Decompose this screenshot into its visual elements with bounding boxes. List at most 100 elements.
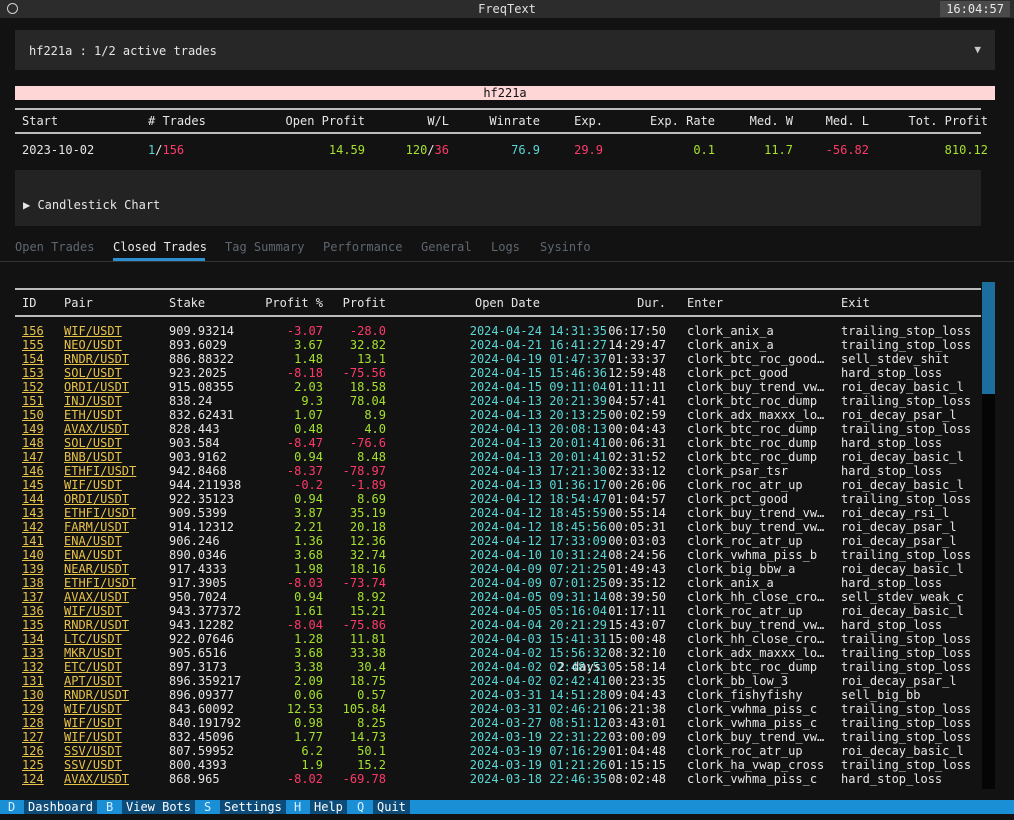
- trade-pair-link[interactable]: ETHFI/USDT: [64, 576, 137, 590]
- window-menu-icon[interactable]: [7, 3, 18, 14]
- trade-id-link[interactable]: 136: [22, 604, 44, 618]
- trade-id-link[interactable]: 147: [22, 450, 44, 464]
- trade-id-link[interactable]: 150: [22, 408, 44, 422]
- trade-id-link[interactable]: 148: [22, 436, 44, 450]
- trade-pair-link[interactable]: ETHFI/USDT: [64, 506, 137, 520]
- bot-select[interactable]: hf221a : 1/2 active trades ▼: [15, 30, 995, 70]
- trade-id-link[interactable]: 130: [22, 688, 44, 702]
- trade-profit-pct: 1.9: [301, 758, 323, 772]
- trade-pair-link[interactable]: INJ/USDT: [64, 394, 122, 408]
- tab-sysinfo[interactable]: Sysinfo: [540, 240, 591, 254]
- trade-pair-link[interactable]: WIF/USDT: [64, 604, 122, 618]
- trade-pair-link[interactable]: SSV/USDT: [64, 758, 122, 772]
- col-header-exit[interactable]: Exit: [841, 296, 870, 310]
- trade-id-link[interactable]: 139: [22, 562, 44, 576]
- trade-pair-link[interactable]: WIF/USDT: [64, 702, 122, 716]
- footer-quit-button[interactable]: Quit: [373, 800, 410, 814]
- trade-pair-link[interactable]: APT/USDT: [64, 674, 122, 688]
- trade-id-link[interactable]: 140: [22, 548, 44, 562]
- trade-id-link[interactable]: 129: [22, 702, 44, 716]
- trade-open-date: 2024-04-04 20:21:29: [469, 618, 607, 632]
- col-header-id[interactable]: ID: [22, 296, 37, 310]
- trade-id-link[interactable]: 145: [22, 478, 44, 492]
- trade-open-date: 2024-03-18 22:46:35: [469, 772, 607, 786]
- trade-pair-link[interactable]: WIF/USDT: [64, 716, 122, 730]
- footer-key-help: H: [294, 800, 302, 814]
- trade-id-link[interactable]: 142: [22, 520, 44, 534]
- col-header-open-date[interactable]: Open Date: [474, 296, 540, 310]
- trade-id-link[interactable]: 144: [22, 492, 44, 506]
- trade-pair-link[interactable]: ORDI/USDT: [64, 492, 130, 506]
- trade-pair-link[interactable]: NEO/USDT: [64, 338, 122, 352]
- trade-pair-link[interactable]: ENA/USDT: [64, 534, 122, 548]
- trade-pair-link[interactable]: NEAR/USDT: [64, 562, 130, 576]
- trade-id-link[interactable]: 133: [22, 646, 44, 660]
- chevron-down-icon[interactable]: ▼: [974, 43, 981, 56]
- tab-tag-summary[interactable]: Tag Summary: [225, 240, 305, 254]
- trade-open-date: 2024-04-12 18:54:47: [469, 492, 607, 506]
- col-header-profit-pct[interactable]: Profit %: [265, 296, 323, 310]
- col-header-duration[interactable]: Dur.: [637, 296, 666, 310]
- trade-pair-link[interactable]: WIF/USDT: [64, 324, 122, 338]
- tab-closed-trades[interactable]: Closed Trades: [113, 240, 207, 254]
- trade-id-link[interactable]: 132: [22, 660, 44, 674]
- col-header-stake[interactable]: Stake: [169, 296, 206, 310]
- footer-dashboard-button[interactable]: Dashboard: [24, 800, 98, 814]
- trade-pair-link[interactable]: FARM/USDT: [64, 520, 130, 534]
- trade-duration: 01:17:11: [608, 604, 666, 618]
- footer-help-button[interactable]: Help: [310, 800, 347, 814]
- trade-id-link[interactable]: 154: [22, 352, 44, 366]
- trade-id-link[interactable]: 135: [22, 618, 44, 632]
- trade-id-link[interactable]: 138: [22, 576, 44, 590]
- trade-pair-link[interactable]: RNDR/USDT: [64, 688, 130, 702]
- trade-pair-link[interactable]: ETC/USDT: [64, 660, 122, 674]
- trade-id-link[interactable]: 127: [22, 730, 44, 744]
- trade-id-link[interactable]: 137: [22, 590, 44, 604]
- trade-pair-link[interactable]: ETH/USDT: [64, 408, 122, 422]
- trade-profit: -75.56: [342, 366, 386, 380]
- trade-id-link[interactable]: 152: [22, 380, 44, 394]
- trade-pair-link[interactable]: RNDR/USDT: [64, 618, 130, 632]
- trade-id-link[interactable]: 143: [22, 506, 44, 520]
- col-header-enter[interactable]: Enter: [687, 296, 724, 310]
- trade-pair-link[interactable]: WIF/USDT: [64, 730, 122, 744]
- trade-id-link[interactable]: 134: [22, 632, 44, 646]
- trades-scrollbar-thumb[interactable]: [982, 282, 995, 394]
- trades-scrollbar[interactable]: [982, 282, 995, 789]
- col-header-profit[interactable]: Profit: [342, 296, 386, 310]
- trade-pair-link[interactable]: RNDR/USDT: [64, 352, 130, 366]
- trade-id-link[interactable]: 156: [22, 324, 44, 338]
- trade-pair-link[interactable]: AVAX/USDT: [64, 590, 130, 604]
- trade-pair-link[interactable]: SSV/USDT: [64, 744, 122, 758]
- footer-view-bots-button[interactable]: View Bots: [122, 800, 196, 814]
- trade-pair-link[interactable]: LTC/USDT: [64, 632, 122, 646]
- trade-pair-link[interactable]: AVAX/USDT: [64, 772, 130, 786]
- trade-pair-link[interactable]: AVAX/USDT: [64, 422, 130, 436]
- trade-pair-link[interactable]: ENA/USDT: [64, 548, 122, 562]
- col-header-pair[interactable]: Pair: [64, 296, 93, 310]
- tab-general[interactable]: General: [421, 240, 472, 254]
- trade-id-link[interactable]: 141: [22, 534, 44, 548]
- trade-pair-link[interactable]: SOL/USDT: [64, 436, 122, 450]
- trade-id-link[interactable]: 126: [22, 744, 44, 758]
- footer-settings-button[interactable]: Settings: [220, 800, 286, 814]
- trade-pair-link[interactable]: SOL/USDT: [64, 366, 122, 380]
- trade-id-link[interactable]: 124: [22, 772, 44, 786]
- trade-id-link[interactable]: 146: [22, 464, 44, 478]
- trade-id-link[interactable]: 149: [22, 422, 44, 436]
- tab-logs[interactable]: Logs: [491, 240, 520, 254]
- candlestick-chart-toggle[interactable]: ▶ Candlestick Chart: [15, 170, 981, 226]
- trade-pair-link[interactable]: BNB/USDT: [64, 450, 122, 464]
- trade-id-link[interactable]: 125: [22, 758, 44, 772]
- trade-pair-link[interactable]: ORDI/USDT: [64, 380, 130, 394]
- trade-id-link[interactable]: 128: [22, 716, 44, 730]
- trade-pair-link[interactable]: MKR/USDT: [64, 646, 122, 660]
- trade-id-link[interactable]: 153: [22, 366, 44, 380]
- tab-performance[interactable]: Performance: [323, 240, 403, 254]
- trade-pair-link[interactable]: ETHFI/USDT: [64, 464, 137, 478]
- tab-open-trades[interactable]: Open Trades: [15, 240, 95, 254]
- trade-id-link[interactable]: 151: [22, 394, 44, 408]
- trade-pair-link[interactable]: WIF/USDT: [64, 478, 122, 492]
- trade-id-link[interactable]: 131: [22, 674, 44, 688]
- trade-id-link[interactable]: 155: [22, 338, 44, 352]
